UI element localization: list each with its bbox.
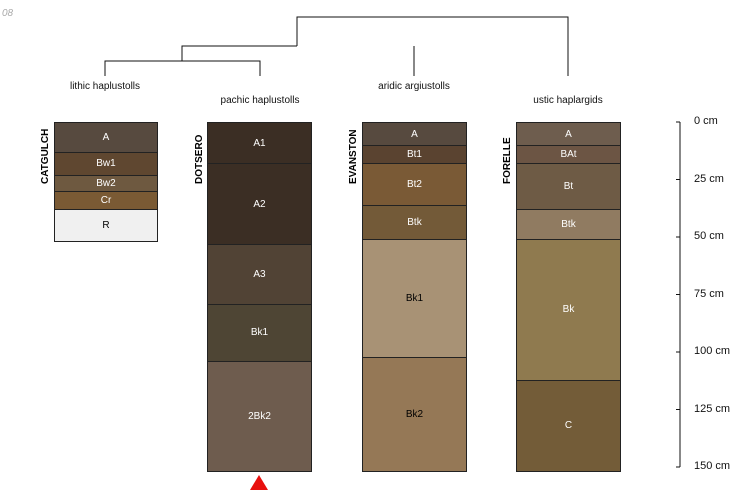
horizon-a3: A3 (208, 243, 311, 304)
horizon-a: A (517, 122, 620, 145)
dendrogram-branch-left-stem (181, 45, 297, 61)
horizon-c: C (517, 379, 620, 472)
horizon-bk: Bk (517, 239, 620, 380)
depth-tick-label: 50 cm (694, 230, 724, 242)
depth-tick-label: 125 cm (694, 402, 731, 415)
taxonomy-label-lithic: lithic haplustolls (69, 81, 141, 92)
horizon-2bk2: 2Bk2 (208, 361, 311, 472)
depth-tick-label: 75 cm (694, 287, 724, 300)
horizon-a2: A2 (208, 163, 311, 244)
horizon-a1: A1 (208, 122, 311, 164)
horizon-a: A (363, 122, 466, 145)
profile-catgulch: A Bw1 Bw2 Cr R (54, 122, 158, 242)
taxonomy-label-ustic: ustic haplargids (533, 95, 603, 106)
depth-tick-label: 0 cm (694, 115, 718, 127)
depth-tick-label: 100 cm (694, 345, 731, 357)
triangle-marker-icon (249, 474, 268, 490)
horizon-bw1: Bw1 (55, 151, 157, 175)
corner-stamp: 08 (2, 8, 14, 19)
taxonomy-label-pachic: pachic haplustolls (220, 95, 300, 106)
horizon-btk: Btk (363, 204, 466, 240)
profile-evanston: A Bt1 Bt2 Btk Bk1 Bk2 (362, 122, 467, 472)
depth-tick-label: 150 cm (694, 460, 731, 472)
profile-dotsero: A1 A2 A3 Bk1 2Bk2 (207, 122, 312, 472)
horizon-cr: Cr (55, 191, 157, 210)
depth-tick-label: 25 cm (694, 172, 724, 185)
horizon-bk2: Bk2 (363, 356, 466, 472)
horizon-bk1: Bk1 (363, 239, 466, 357)
dendrogram-root (296, 16, 569, 76)
horizon-a: A (55, 122, 157, 152)
horizon-r: R (55, 209, 157, 242)
horizon-bk1: Bk1 (208, 303, 311, 362)
profile-forelle: A BAt Bt Btk Bk C (516, 122, 621, 472)
horizon-bt: Bt (517, 163, 620, 210)
horizon-bw2: Bw2 (55, 174, 157, 191)
horizon-btk: Btk (517, 209, 620, 240)
taxonomy-label-aridic: aridic argiustolls (378, 81, 450, 92)
horizon-bt1: Bt1 (363, 145, 466, 164)
horizon-bt2: Bt2 (363, 163, 466, 205)
horizon-bat: BAt (517, 145, 620, 164)
